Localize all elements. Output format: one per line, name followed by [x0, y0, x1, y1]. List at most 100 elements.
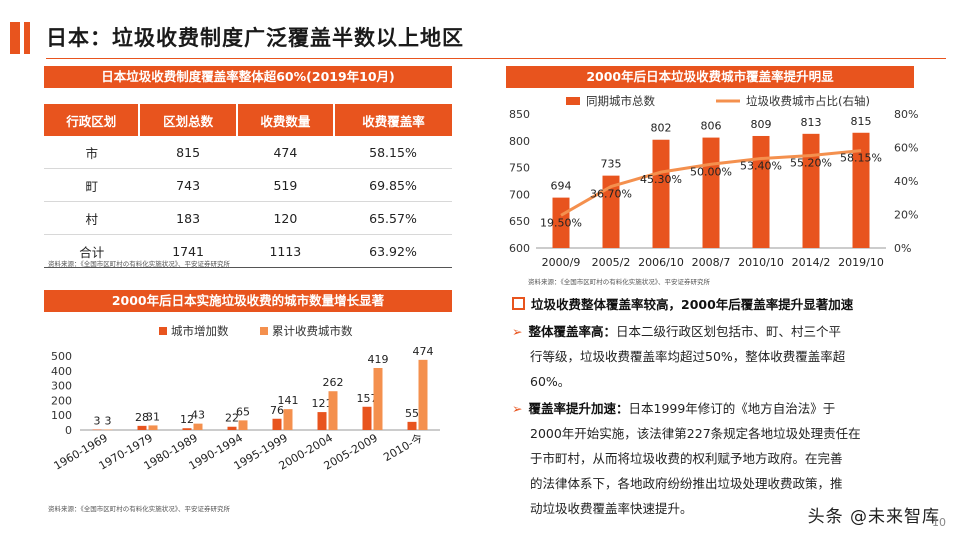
legend-swatch: [260, 327, 268, 335]
bar-value-label: 55: [405, 407, 419, 420]
bar: [283, 409, 293, 430]
table-header-row: 行政区划 区划总数 收费数量 收费覆盖率: [44, 104, 452, 136]
x-tick-label: 2010-今: [381, 430, 425, 464]
bar-value-label: 419: [368, 353, 389, 366]
legend-label: 同期城市总数: [586, 94, 655, 108]
bar: [182, 428, 192, 430]
x-tick-label: 2000/9: [542, 256, 581, 269]
table-cell: 市: [44, 136, 140, 169]
bar-value-label: 809: [751, 118, 772, 131]
table-cell: 合计: [44, 234, 140, 268]
legend-swatch: [159, 327, 167, 335]
bar-value-label: 22: [225, 412, 239, 425]
x-tick-label: 2010/10: [738, 256, 784, 269]
table-cell: 120: [236, 201, 334, 235]
legend-swatch-bar: [566, 97, 580, 105]
bar: [103, 429, 113, 431]
bar-value-label: 262: [323, 376, 344, 389]
y-tick-label: 100: [51, 409, 72, 422]
bar: [328, 391, 338, 430]
table-cell: 815: [139, 136, 237, 169]
legend-label: 城市增加数: [171, 324, 229, 338]
line-series: [560, 149, 862, 217]
table-cell: 63.92%: [334, 234, 452, 268]
arrow-bullet-icon: ➢: [512, 324, 523, 339]
bar-value-label: 3: [94, 415, 101, 428]
arrow-bullet-icon: ➢: [512, 401, 523, 416]
bullet-item: ➢ 覆盖率提升加速：日本1999年修订的《地方自治法》于 2000年开始实施，该法…: [512, 401, 861, 516]
y-tick-label: 500: [51, 350, 72, 363]
table-row: 村 183 120 65.57%: [44, 201, 452, 235]
table-cell: 474: [236, 136, 334, 169]
bar: [272, 418, 282, 430]
bottom-left-chart-banner: 2000年后日本实施垃圾收费的城市数量增长显著: [44, 290, 452, 312]
bar: [227, 426, 237, 430]
bar: [92, 429, 102, 431]
bar: [652, 139, 670, 248]
bar-value-label: 474: [413, 345, 434, 358]
y-tick-label: 600: [509, 242, 530, 255]
bar-value-label: 3: [105, 415, 112, 428]
y2-tick-label: 20%: [894, 209, 918, 222]
y-tick-label: 650: [509, 215, 530, 228]
y2-tick-label: 0%: [894, 242, 911, 255]
bar-value-label: 121: [312, 397, 333, 410]
bar-value-label: 802: [651, 122, 672, 135]
line-value-label: 50.00%: [690, 165, 732, 178]
top-right-source-note: 资料来源：《全国市区町村の有料化实施状况》、平安证券研究所: [528, 278, 710, 286]
y-tick-label: 200: [51, 394, 72, 407]
bar: [193, 423, 203, 430]
bar-value-label: 43: [191, 409, 205, 422]
header-cell: 行政区划: [44, 104, 141, 136]
bar: [752, 135, 770, 248]
table-source-note: 资料来源：《全国市区町村の有料化实施状况》、平安证券研究所: [48, 260, 230, 268]
line-value-label: 45.30%: [640, 173, 682, 186]
bar: [317, 412, 327, 430]
coverage-table: 行政区划 区划总数 收费数量 收费覆盖率 市 815 474 58.15% 町 …: [44, 104, 452, 268]
y-tick-label: 400: [51, 365, 72, 378]
y-tick-label: 850: [509, 108, 530, 121]
table-cell: 65.57%: [334, 201, 452, 235]
bar: [602, 175, 620, 248]
table-cell: 村: [44, 201, 140, 235]
y-tick-label: 0: [65, 424, 72, 437]
bar-value-label: 815: [851, 115, 872, 128]
table-cell: 519: [236, 168, 334, 202]
bar: [418, 359, 428, 430]
bar: [552, 197, 570, 248]
bar: [802, 133, 820, 248]
bar: [702, 137, 720, 248]
header-cell: 收费数量: [236, 104, 336, 136]
summary-panel: 垃圾收费整体覆盖率较高，2000年后覆盖率提升显著加速 ➢ 整体覆盖率高：日本二级…: [512, 292, 922, 521]
y-tick-label: 800: [509, 135, 530, 148]
table-cell: 183: [139, 201, 237, 235]
y2-tick-label: 40%: [894, 175, 918, 188]
table-row-total: 合计 1741 1113 63.92%: [44, 234, 452, 268]
top-right-chart-banner: 2000年后日本垃圾收费城市覆盖率提升明显: [506, 66, 914, 88]
line-value-label: 58.15%: [840, 152, 882, 165]
bottom-left-source-note: 资料来源：《全国市区町村の有料化实施状况》、平安证券研究所: [48, 505, 230, 513]
bar: [362, 406, 372, 430]
page-title: 日本：垃圾收费制度广泛覆盖半数以上地区: [46, 26, 464, 50]
square-bullet-icon: [512, 297, 525, 310]
bar-value-label: 28: [135, 411, 149, 424]
city-coverage-chart: 600 650 700 750 800 850 0% 20% 40% 60% 80% 同期城市总数 垃圾…: [509, 94, 918, 269]
bullet-item: ➢ 整体覆盖率高：日本二级行政区划包括市、町、村三个平 行等级，垃圾收费覆盖率均超…: [512, 324, 846, 389]
bar-value-label: 806: [701, 120, 722, 133]
bar-value-label: 12: [180, 413, 194, 426]
bar-value-label: 157: [357, 392, 378, 405]
x-tick-label: 2014/2: [792, 256, 831, 269]
title-accent-bar: [10, 22, 20, 54]
bar: [373, 367, 383, 430]
legend-label: 垃圾收费城市占比(右轴): [746, 94, 870, 108]
header-cell: 收费覆盖率: [334, 104, 452, 136]
bar: [852, 132, 870, 248]
y2-tick-label: 60%: [894, 142, 918, 155]
table-banner: 日本垃圾收费制度覆盖率整体超60%(2019年10月): [44, 66, 452, 88]
legend-label: 累计收费城市数: [272, 324, 353, 338]
table-cell: 1113: [236, 234, 334, 268]
table-cell: 69.85%: [334, 168, 452, 202]
x-tick-label: 2005/2: [592, 256, 631, 269]
line-value-label: 19.50%: [540, 216, 582, 229]
bar-value-label: 735: [601, 158, 622, 171]
